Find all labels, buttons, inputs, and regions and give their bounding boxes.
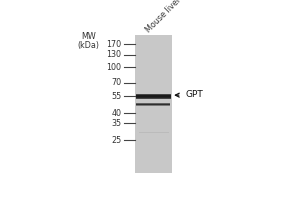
Text: 35: 35	[111, 119, 121, 128]
Bar	[136, 103, 170, 104]
Bar	[136, 98, 171, 99]
Bar	[136, 94, 171, 95]
Bar	[136, 98, 171, 99]
Text: GPT: GPT	[185, 90, 203, 99]
Text: 130: 130	[106, 50, 121, 59]
Bar	[135, 35, 172, 173]
Bar	[136, 95, 171, 96]
Text: 170: 170	[106, 40, 121, 49]
Bar	[136, 104, 170, 105]
Bar	[136, 105, 170, 106]
Bar	[136, 97, 171, 98]
Text: 100: 100	[106, 63, 121, 72]
Text: MW: MW	[81, 32, 96, 41]
Text: 25: 25	[111, 136, 121, 145]
Bar	[136, 96, 171, 97]
Text: 70: 70	[111, 78, 121, 87]
Text: Mouse liver: Mouse liver	[144, 0, 183, 34]
Bar	[136, 95, 171, 96]
Text: 40: 40	[111, 109, 121, 118]
Text: (kDa): (kDa)	[78, 41, 100, 50]
Text: 55: 55	[111, 92, 121, 101]
Bar	[139, 132, 169, 133]
Bar	[136, 94, 171, 95]
